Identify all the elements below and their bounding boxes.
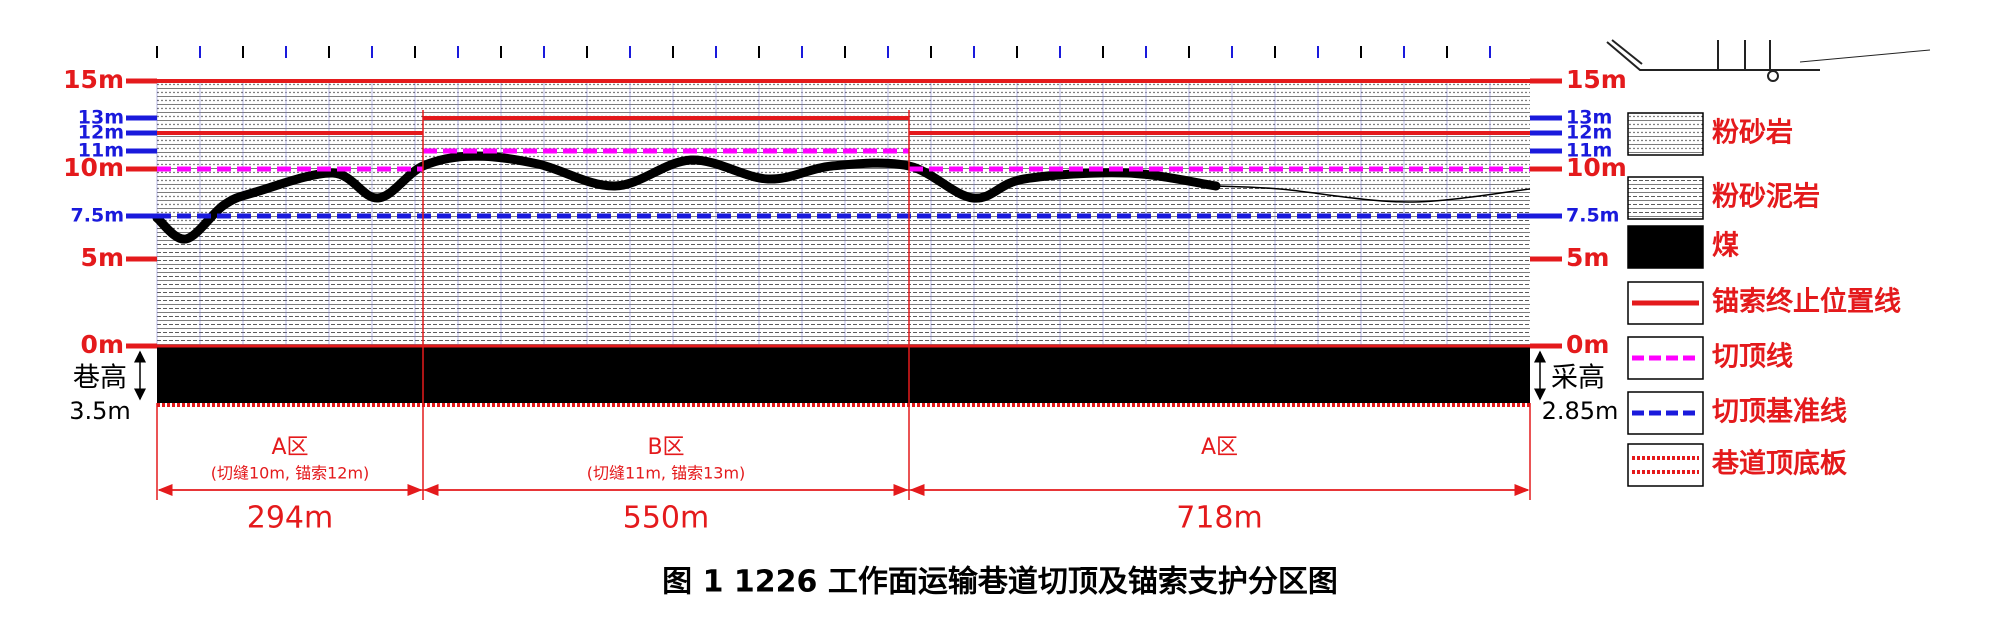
legend-label: 煤: [1712, 231, 1739, 262]
legend-swatch: [1627, 176, 1704, 220]
right-level-label: 15m: [1566, 65, 1627, 94]
right-level-label: 13m: [1566, 107, 1612, 129]
zone-name: A区: [1201, 435, 1238, 460]
right-level-label: 10m: [1566, 153, 1627, 182]
legend-label: 锚索终止位置线: [1712, 286, 1901, 318]
left-level-label: 5m: [81, 243, 124, 272]
left-level-label: 10m: [63, 153, 124, 182]
height-value: 3.5m: [69, 397, 131, 425]
coal-seam: [157, 346, 1530, 403]
legend-entry: 锚索终止位置线: [1627, 281, 1901, 325]
right-level-label: 11m: [1566, 140, 1612, 162]
legend-label: 巷道顶底板: [1711, 448, 1847, 480]
legend-entry: 巷道顶底板: [1627, 443, 1847, 487]
legend-entry: 切顶基准线: [1627, 391, 1847, 435]
right-level-label: 0m: [1566, 330, 1609, 359]
legend-label: 粉砂岩: [1712, 118, 1793, 149]
left-level-label: 15m: [63, 65, 124, 94]
zone-length: 550m: [623, 501, 709, 536]
coal-curve: [152, 151, 1221, 244]
zone-name: A区: [271, 435, 308, 460]
legend-box: [1627, 443, 1704, 487]
legend-entry: 煤: [1627, 225, 1739, 269]
legend-swatch: [1627, 112, 1704, 156]
zone-note: (切缝11m, 锚索13m): [587, 464, 746, 483]
left-level-label: 13m: [78, 107, 124, 129]
left-level-label: 12m: [78, 122, 124, 144]
legend-entry: 粉砂泥岩: [1627, 176, 1820, 220]
zone-note: (切缝10m, 锚索12m): [211, 464, 370, 483]
left-level-label: 0m: [81, 330, 124, 359]
coal-curve-thin: [1215, 185, 1531, 203]
right-level-label: 7.5m: [1566, 205, 1619, 227]
height-label: 巷高: [73, 363, 127, 394]
legend-swatch: [1627, 225, 1704, 269]
zone-length: 294m: [247, 501, 333, 536]
height-label: 采高: [1551, 363, 1605, 394]
clipped-fragment: [1606, 39, 1931, 82]
right-level-label: 12m: [1566, 122, 1612, 144]
legend-entry: 粉砂岩: [1627, 112, 1793, 156]
right-level-label: 5m: [1566, 243, 1609, 272]
left-level-label: 7.5m: [71, 205, 124, 227]
legend-label: 粉砂泥岩: [1712, 182, 1820, 213]
zone-name: B区: [647, 435, 684, 460]
siltstone-layer: [157, 81, 1530, 240]
caption: 图 1 1226 工作面运输巷道切顶及锚索支护分区图: [662, 565, 1338, 600]
legend-entry: 切顶线: [1627, 336, 1793, 380]
legend-label: 切顶基准线: [1712, 397, 1847, 428]
zone-length: 718m: [1176, 501, 1262, 536]
legend-label: 切顶线: [1712, 342, 1793, 373]
height-value: 2.85m: [1542, 397, 1619, 425]
left-level-label: 11m: [78, 140, 124, 162]
